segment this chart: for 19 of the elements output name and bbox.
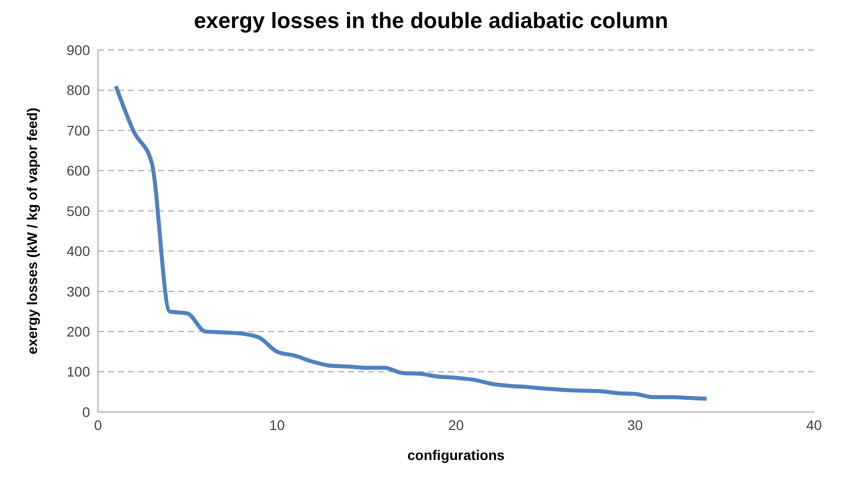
x-tick-label: 30 [627,416,643,433]
y-tick-label: 100 [66,364,90,380]
y-tick-label: 200 [66,324,90,340]
y-tick-label: 400 [66,243,90,260]
x-tick-label: 10 [269,416,285,433]
x-tick-label: 0 [94,416,102,433]
y-axis-title: exergy losses (kW / kg of vapor feed) [24,108,40,354]
x-tick-label: 20 [448,416,464,433]
y-tick-label: 700 [66,122,90,138]
y-tick-label: 500 [66,202,90,219]
line-series [114,84,709,401]
y-tick-label: 800 [66,82,90,98]
x-axis-title: configurations [407,447,505,463]
y-tick-label: 900 [66,42,90,58]
y-tick-label: 0 [82,404,90,420]
y-tick-label: 600 [66,162,90,179]
x-tick-label: 40 [806,416,822,433]
chart-title: exergy losses in the double adiabatic column [192,8,670,35]
y-tick-label: 300 [66,283,90,300]
